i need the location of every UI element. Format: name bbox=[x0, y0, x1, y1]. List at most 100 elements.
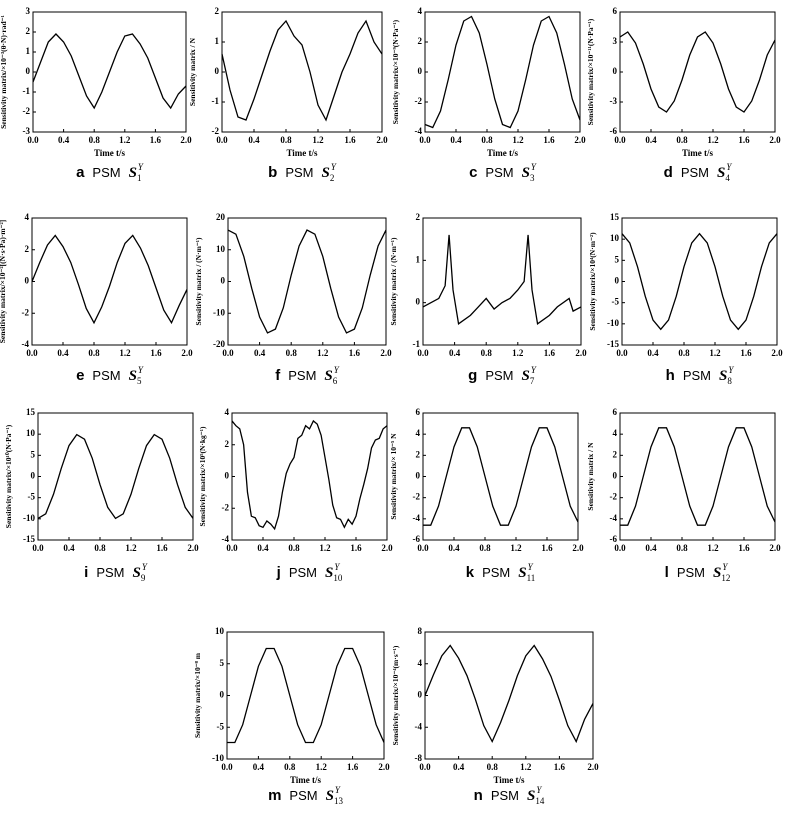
y-tick-label: 10 bbox=[215, 626, 225, 636]
y-tick-label: -5 bbox=[28, 492, 36, 502]
y-tick-label: 20 bbox=[216, 212, 226, 222]
x-tick-label: 0.8 bbox=[286, 348, 298, 358]
y-tick-label: 2 bbox=[418, 36, 423, 46]
x-tick-label: 0.0 bbox=[32, 543, 44, 553]
data-line bbox=[619, 31, 776, 113]
caption-prefix: PSM bbox=[681, 165, 709, 180]
y-tick-label: -2 bbox=[22, 307, 30, 317]
y-tick-label: 5 bbox=[220, 658, 225, 668]
caption-sup: Y bbox=[138, 365, 144, 375]
y-tick-label: 0 bbox=[613, 471, 618, 481]
y-tick-label: -5 bbox=[217, 721, 225, 731]
x-tick-label: 0.0 bbox=[417, 543, 429, 553]
x-tick-label: 1.2 bbox=[319, 543, 331, 553]
x-tick-label: 2.0 bbox=[769, 135, 781, 145]
y-tick-label: -1 bbox=[413, 339, 421, 349]
y-axis-label: Sensitivity matrix/×10⁴(N·m⁻²) bbox=[588, 232, 597, 331]
x-tick-label: 0.0 bbox=[419, 135, 431, 145]
x-tick-label: 0.0 bbox=[26, 348, 38, 358]
caption-sup: Y bbox=[528, 562, 534, 572]
panel-caption: d PSM SY 4 bbox=[664, 162, 733, 183]
y-tick-label: -10 bbox=[607, 318, 619, 328]
caption-sup: Y bbox=[726, 162, 732, 172]
y-tick-label: 4 bbox=[25, 212, 30, 222]
x-tick-label: 2.0 bbox=[187, 543, 199, 553]
x-tick-label: 0.8 bbox=[88, 348, 100, 358]
x-tick-label: 0.4 bbox=[453, 762, 465, 772]
y-tick-label: 0 bbox=[26, 66, 31, 76]
x-tick-label: 2.0 bbox=[376, 135, 388, 145]
caption-sup: Y bbox=[335, 785, 341, 795]
panel-caption: c PSM SY 3 bbox=[469, 162, 537, 183]
panel: -6 -4 -2 0 2 4 6 0.0 0.4 0.8 1.2 1.6 2.0 Sensitivity … bbox=[389, 407, 584, 583]
x-tick-label: 1.2 bbox=[520, 762, 532, 772]
x-tick-label: 0.4 bbox=[63, 543, 75, 553]
caption-symbol: S bbox=[324, 368, 332, 384]
plot-frame bbox=[37, 412, 194, 541]
caption-symbol: S bbox=[518, 565, 526, 581]
panel: -10 -5 0 5 10 0.0 0.4 0.8 1.2 1.6 2.0 Sensitivity m… bbox=[193, 626, 390, 806]
x-tick-label: 1.2 bbox=[709, 348, 721, 358]
y-axis-label: Sensitivity matrix / N bbox=[188, 37, 197, 106]
x-tick-label: 2.0 bbox=[574, 135, 586, 145]
x-tick-label: 0.0 bbox=[226, 543, 238, 553]
data-line bbox=[231, 419, 388, 531]
y-tick-label: 6 bbox=[613, 6, 618, 16]
caption-prefix: PSM bbox=[485, 165, 513, 180]
caption-symbol: S bbox=[719, 368, 727, 384]
panel-letter: b bbox=[268, 164, 277, 181]
y-tick-label: -2 bbox=[23, 106, 31, 116]
y-tick-label: 0 bbox=[416, 471, 421, 481]
y-axis-label: Sensitivity matrix/×10⁻²[(N·s·Pa)·m⁻²] bbox=[0, 220, 7, 344]
caption-symbol: S bbox=[129, 165, 137, 181]
caption-sub: 7 bbox=[530, 376, 535, 386]
x-tick-label: 0.8 bbox=[280, 135, 292, 145]
caption-sup: Y bbox=[531, 365, 537, 375]
y-tick-label: 6 bbox=[613, 407, 618, 417]
y-axis-label: Sensitivity matrix/×10⁻⁹(N·Pa⁻¹) bbox=[391, 19, 400, 124]
y-tick-label: -2 bbox=[212, 126, 220, 136]
x-tick-label: 0.8 bbox=[487, 762, 499, 772]
panel-letter: l bbox=[665, 564, 669, 581]
data-line bbox=[424, 644, 594, 744]
y-tick-label: 0 bbox=[221, 276, 226, 286]
x-axis-label: Time t/s bbox=[493, 775, 525, 785]
x-tick-label: 1.2 bbox=[707, 543, 719, 553]
y-tick-label: 0 bbox=[416, 297, 421, 307]
caption-prefix: PSM bbox=[485, 368, 513, 383]
panel-caption: e PSM SY 5 bbox=[76, 365, 144, 386]
plot-frame bbox=[31, 217, 188, 346]
y-tick-label: 0 bbox=[25, 276, 30, 286]
panel: -15 -10 -5 0 5 10 15 0.0 0.4 0.8 1.2 1.6 2.0 Sensitiv… bbox=[588, 212, 783, 386]
panel-letter: g bbox=[468, 367, 477, 384]
y-tick-label: 4 bbox=[613, 428, 618, 438]
x-tick-label: 1.6 bbox=[541, 543, 553, 553]
x-axis-label: Time t/s bbox=[286, 148, 318, 158]
plot-frame bbox=[231, 412, 388, 541]
x-tick-label: 0.0 bbox=[616, 348, 628, 358]
caption-sub: 13 bbox=[334, 796, 344, 806]
y-tick-label: -4 bbox=[222, 534, 230, 544]
x-tick-label: 1.6 bbox=[347, 762, 359, 772]
x-tick-label: 2.0 bbox=[575, 348, 587, 358]
y-tick-label: 3 bbox=[26, 6, 31, 16]
y-tick-label: 5 bbox=[31, 449, 36, 459]
data-line bbox=[31, 234, 188, 325]
x-tick-label: 1.2 bbox=[707, 135, 719, 145]
data-line bbox=[32, 33, 187, 110]
y-tick-label: 4 bbox=[418, 6, 423, 16]
x-tick-label: 1.6 bbox=[738, 135, 750, 145]
y-tick-label: 0 bbox=[613, 66, 618, 76]
y-tick-label: -10 bbox=[23, 513, 35, 523]
y-tick-label: -2 bbox=[222, 502, 230, 512]
caption-prefix: PSM bbox=[482, 565, 510, 580]
caption-prefix: PSM bbox=[96, 565, 124, 580]
data-line bbox=[621, 232, 778, 331]
x-tick-label: 1.2 bbox=[510, 543, 522, 553]
y-tick-label: 8 bbox=[418, 626, 423, 636]
x-tick-label: 2.0 bbox=[769, 543, 781, 553]
panel-caption: a PSM SY 1 bbox=[76, 162, 144, 183]
x-tick-label: 0.8 bbox=[479, 543, 491, 553]
panel: -4 -2 0 2 4 0.0 0.4 0.8 1.2 1.6 2.0 Sensitivity mat… bbox=[198, 407, 393, 583]
caption-prefix: PSM bbox=[677, 565, 705, 580]
